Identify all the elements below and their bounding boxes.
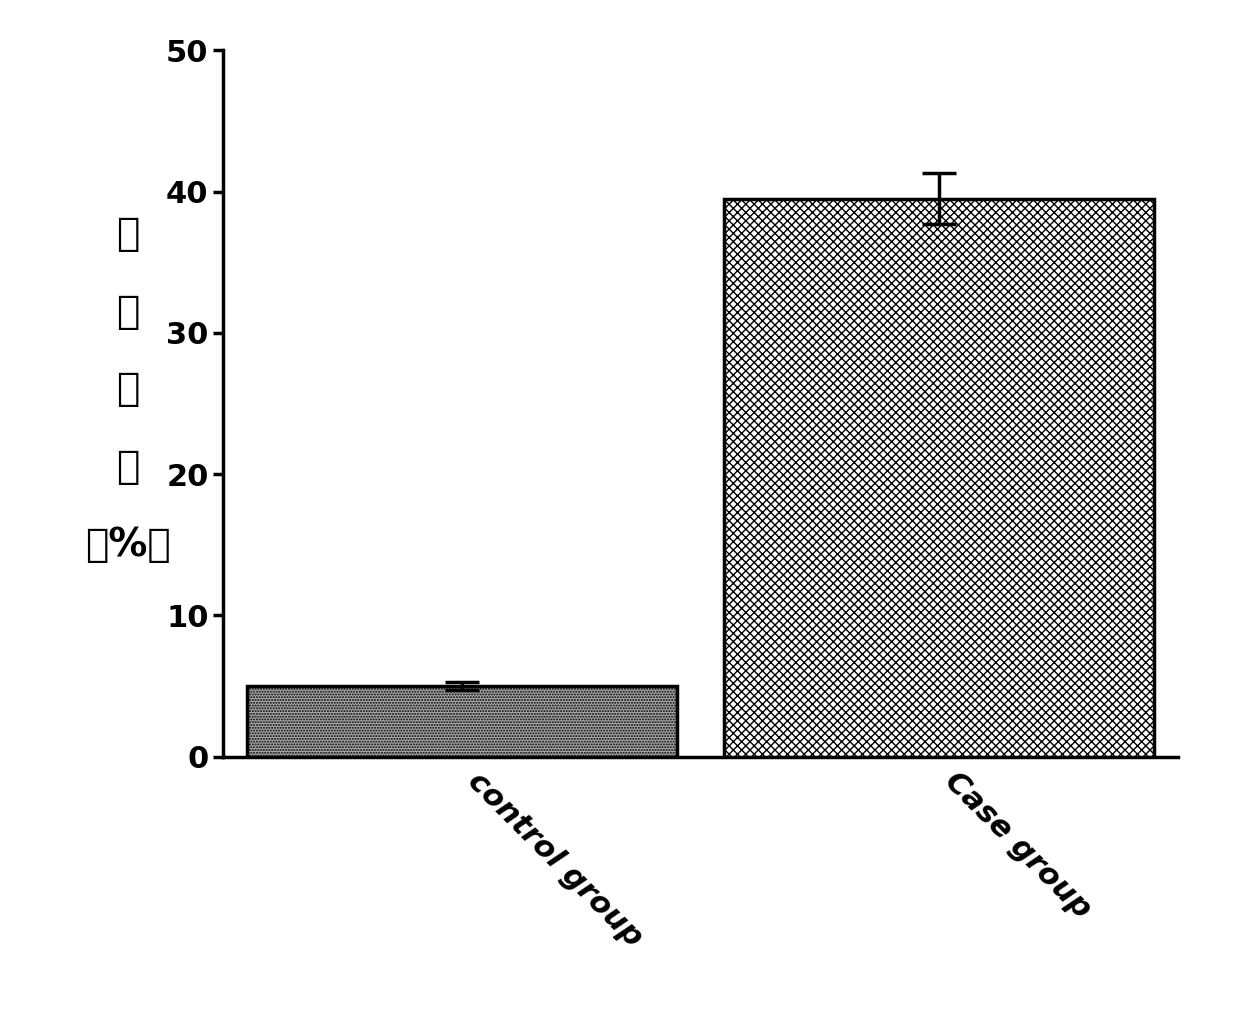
Bar — [247, 686, 677, 757]
Bar — [724, 199, 1154, 757]
Text: 胞: 胞 — [117, 448, 139, 486]
Text: 细: 细 — [117, 370, 139, 409]
Text: （%）: （%） — [84, 526, 171, 564]
Text: 纤: 纤 — [117, 215, 139, 253]
Text: 毛: 毛 — [117, 293, 139, 331]
